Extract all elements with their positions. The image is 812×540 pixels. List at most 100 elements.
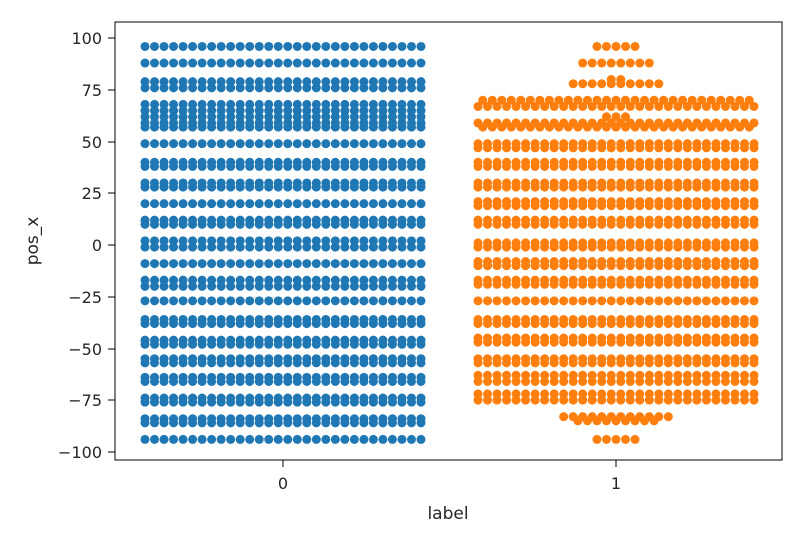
swarm-point-0 <box>406 296 416 306</box>
swarm-point-1 <box>739 370 749 380</box>
swarm-point-0 <box>178 199 188 209</box>
swarm-point-0 <box>387 199 397 209</box>
swarm-point-1 <box>711 242 721 252</box>
swarm-point-0 <box>197 219 207 229</box>
swarm-point-1 <box>502 143 512 153</box>
swarm-point-1 <box>502 358 512 368</box>
swarm-point-1 <box>540 395 550 405</box>
x-tick-label: 0 <box>278 474 288 493</box>
swarm-point-0 <box>302 397 312 407</box>
swarm-point-1 <box>640 122 650 132</box>
swarm-point-1 <box>730 261 740 271</box>
swarm-point-0 <box>387 182 397 192</box>
swarm-point-0 <box>321 99 331 109</box>
y-axis-label: pos_x <box>23 217 43 266</box>
swarm-point-1 <box>663 279 673 289</box>
swarm-point-0 <box>302 77 312 87</box>
swarm-point-1 <box>711 219 721 229</box>
swarm-point-1 <box>578 58 588 68</box>
swarm-point-1 <box>483 161 493 171</box>
swarm-point-1 <box>497 122 507 132</box>
swarm-point-0 <box>283 434 293 444</box>
swarm-point-1 <box>511 279 521 289</box>
swarm-point-1 <box>473 242 483 252</box>
swarm-point-0 <box>406 41 416 51</box>
swarm-point-1 <box>621 416 631 426</box>
swarm-point-1 <box>701 101 711 111</box>
swarm-point-1 <box>530 358 540 368</box>
swarm-point-1 <box>559 358 569 368</box>
swarm-point-1 <box>530 370 540 380</box>
swarm-point-0 <box>150 122 160 132</box>
swarm-point-0 <box>378 106 388 116</box>
swarm-point-1 <box>663 337 673 347</box>
swarm-point-1 <box>521 143 531 153</box>
swarm-point-0 <box>397 112 407 122</box>
swarm-point-0 <box>283 112 293 122</box>
swarm-point-0 <box>169 41 179 51</box>
swarm-point-0 <box>387 122 397 132</box>
swarm-point-0 <box>169 182 179 192</box>
swarm-point-1 <box>511 296 521 306</box>
swarm-point-0 <box>340 161 350 171</box>
swarm-point-0 <box>283 242 293 252</box>
swarm-point-0 <box>378 161 388 171</box>
swarm-point-0 <box>235 77 245 87</box>
swarm-point-0 <box>197 161 207 171</box>
swarm-point-1 <box>654 261 664 271</box>
swarm-point-1 <box>682 101 692 111</box>
swarm-point-1 <box>682 296 692 306</box>
swarm-point-0 <box>273 418 283 428</box>
swarm-point-1 <box>654 358 664 368</box>
swarm-point-0 <box>216 182 226 192</box>
swarm-point-1 <box>611 112 621 122</box>
swarm-point-0 <box>178 122 188 132</box>
swarm-point-0 <box>150 242 160 252</box>
swarm-point-1 <box>559 370 569 380</box>
swarm-point-0 <box>340 219 350 229</box>
swarm-point-0 <box>226 161 236 171</box>
swarm-point-0 <box>216 296 226 306</box>
swarm-point-1 <box>739 358 749 368</box>
swarm-point-0 <box>245 106 255 116</box>
swarm-point-1 <box>549 319 559 329</box>
swarm-point-1 <box>678 122 688 132</box>
swarm-point-0 <box>321 139 331 149</box>
swarm-point-1 <box>540 219 550 229</box>
swarm-point-0 <box>397 106 407 116</box>
swarm-point-0 <box>321 236 331 246</box>
swarm-point-1 <box>597 279 607 289</box>
swarm-point-1 <box>587 296 597 306</box>
swarm-point-0 <box>207 58 217 68</box>
swarm-point-1 <box>730 296 740 306</box>
swarm-point-0 <box>283 77 293 87</box>
swarm-point-1 <box>749 101 759 111</box>
swarm-point-1 <box>502 376 512 386</box>
swarm-point-0 <box>140 319 150 329</box>
swarm-point-0 <box>292 83 302 93</box>
swarm-point-0 <box>283 259 293 269</box>
swarm-point-0 <box>330 319 340 329</box>
swarm-point-0 <box>359 161 369 171</box>
swarm-point-1 <box>692 182 702 192</box>
swarm-point-0 <box>311 242 321 252</box>
swarm-point-1 <box>701 395 711 405</box>
swarm-point-1 <box>540 143 550 153</box>
swarm-point-0 <box>264 296 274 306</box>
swarm-point-1 <box>578 201 588 211</box>
swarm-point-0 <box>159 339 169 349</box>
swarm-point-1 <box>635 376 645 386</box>
swarm-point-1 <box>521 101 531 111</box>
swarm-point-0 <box>197 122 207 132</box>
swarm-point-1 <box>621 122 631 132</box>
swarm-point-1 <box>749 296 759 306</box>
swarm-point-0 <box>416 418 426 428</box>
swarm-point-1 <box>687 122 697 132</box>
swarm-point-1 <box>616 376 626 386</box>
swarm-point-0 <box>416 339 426 349</box>
swarm-point-0 <box>330 83 340 93</box>
swarm-point-1 <box>530 319 540 329</box>
swarm-point-1 <box>706 95 716 105</box>
swarm-point-0 <box>302 182 312 192</box>
swarm-point-1 <box>682 279 692 289</box>
